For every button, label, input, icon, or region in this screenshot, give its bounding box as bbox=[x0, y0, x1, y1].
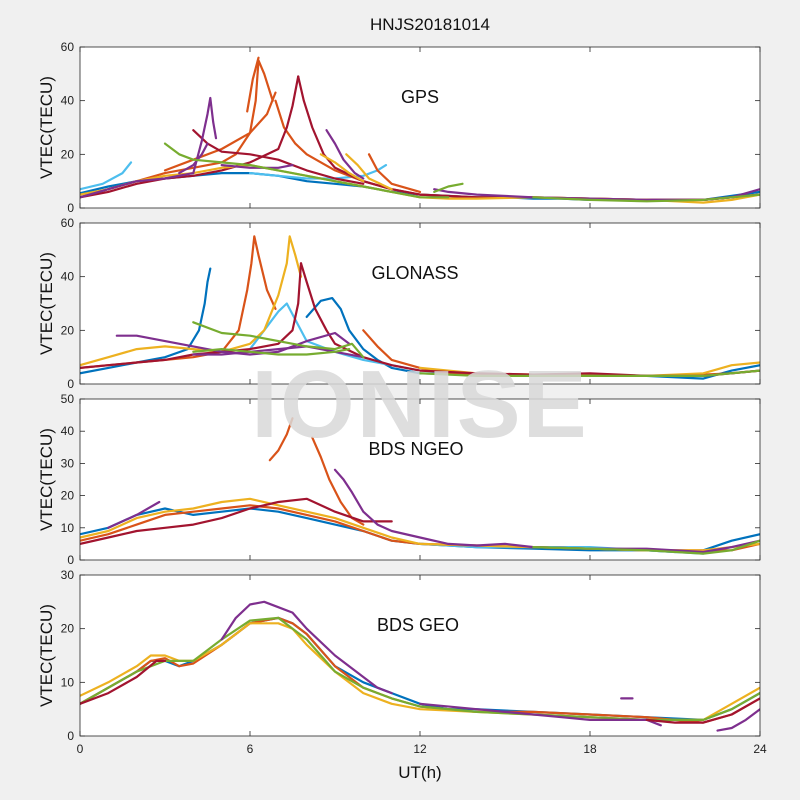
watermark-text: IONISE bbox=[251, 351, 588, 458]
figure-title: HNJS20181014 bbox=[370, 15, 490, 34]
x-tick-label: 0 bbox=[77, 742, 84, 756]
series-group bbox=[80, 417, 760, 555]
series-line-green bbox=[433, 182, 464, 193]
panel-glonass: 0 20 40 60 VTEC(TECU) GLONASS bbox=[37, 216, 761, 391]
series-line-blue bbox=[305, 297, 760, 380]
y-tick-label: 20 bbox=[61, 489, 75, 503]
y-tick-label: 60 bbox=[61, 216, 75, 230]
y-tick-label: 60 bbox=[61, 40, 75, 54]
panel-label: BDS GEO bbox=[377, 615, 459, 635]
y-tick-label: 0 bbox=[67, 377, 74, 391]
series-line-purple bbox=[80, 96, 218, 199]
panel-bds-ngeo: 0 10 20 30 40 50 VTEC(TECU) BDS NGEO bbox=[37, 392, 761, 567]
y-tick-label: 10 bbox=[61, 521, 75, 535]
y-tick-label: 30 bbox=[61, 456, 75, 470]
panel-label: BDS NGEO bbox=[368, 439, 463, 459]
series-line-darkred bbox=[192, 129, 365, 185]
series-group bbox=[80, 600, 760, 732]
plot-area bbox=[80, 399, 760, 560]
y-axis-label: VTEC(TECU) bbox=[37, 604, 56, 707]
series-line-yellow bbox=[80, 235, 303, 367]
y-tick-label: 0 bbox=[67, 729, 74, 743]
plot-area bbox=[80, 575, 760, 736]
y-tick-label: 10 bbox=[61, 675, 75, 689]
y-tick-label: 50 bbox=[61, 392, 75, 406]
series-line-darkred bbox=[645, 697, 760, 724]
series-line-orange bbox=[367, 153, 422, 193]
y-tick-label: 0 bbox=[67, 201, 74, 215]
panel-gps: 0 20 40 60 VTEC(TECU) GPS bbox=[37, 40, 761, 215]
series-line-green bbox=[192, 348, 351, 356]
series-line-purple bbox=[333, 468, 760, 554]
y-tick-label: 40 bbox=[61, 424, 75, 438]
y-tick-label: 40 bbox=[61, 270, 75, 284]
series-line-purple bbox=[107, 500, 161, 529]
y-tick-label: 20 bbox=[61, 323, 75, 337]
y-tick-label: 30 bbox=[61, 568, 75, 582]
series-line-green bbox=[532, 539, 760, 555]
series-line-purple bbox=[716, 708, 760, 732]
series-line-darkred bbox=[80, 659, 167, 705]
series-line-purple bbox=[325, 129, 365, 180]
series-line-green bbox=[163, 142, 450, 199]
series-line-purple bbox=[418, 702, 662, 727]
series-line-purple bbox=[220, 600, 393, 695]
x-axis-label: UT(h) bbox=[398, 763, 441, 782]
y-tick-label: 20 bbox=[61, 622, 75, 636]
series-line-orange bbox=[80, 616, 760, 724]
panel-label: GPS bbox=[401, 87, 439, 107]
x-tick-label: 24 bbox=[753, 742, 767, 756]
x-tick-label: 6 bbox=[247, 742, 254, 756]
series-line-orange bbox=[246, 56, 260, 113]
y-axis-label: VTEC(TECU) bbox=[37, 428, 56, 531]
series-line-orange bbox=[163, 91, 277, 172]
y-tick-label: 20 bbox=[61, 147, 75, 161]
series-line-cyan bbox=[80, 161, 133, 191]
series-line-orange bbox=[268, 417, 294, 462]
series-group bbox=[80, 235, 760, 380]
series-line-darkred bbox=[80, 497, 393, 545]
plot-area bbox=[80, 47, 760, 208]
panel-bds-geo: 0 10 20 30 0 6 12 18 24 VTEC(TECU) BDS GEO bbox=[37, 568, 767, 756]
x-tick-label: 12 bbox=[413, 742, 427, 756]
y-tick-label: 40 bbox=[61, 94, 75, 108]
series-group bbox=[80, 56, 760, 204]
y-axis-label: VTEC(TECU) bbox=[37, 76, 56, 179]
x-tick-label: 18 bbox=[583, 742, 597, 756]
series-line-green bbox=[192, 321, 365, 359]
series-line-green bbox=[532, 193, 760, 203]
series-line-green bbox=[418, 369, 760, 377]
series-line-yellow bbox=[319, 153, 365, 183]
series-line-cyan bbox=[248, 302, 422, 372]
series-line-darkred bbox=[80, 75, 300, 199]
series-line-yellow bbox=[345, 153, 393, 191]
panel-label: GLONASS bbox=[371, 263, 458, 283]
y-tick-label: 0 bbox=[67, 553, 74, 567]
y-axis-label: VTEC(TECU) bbox=[37, 252, 56, 355]
